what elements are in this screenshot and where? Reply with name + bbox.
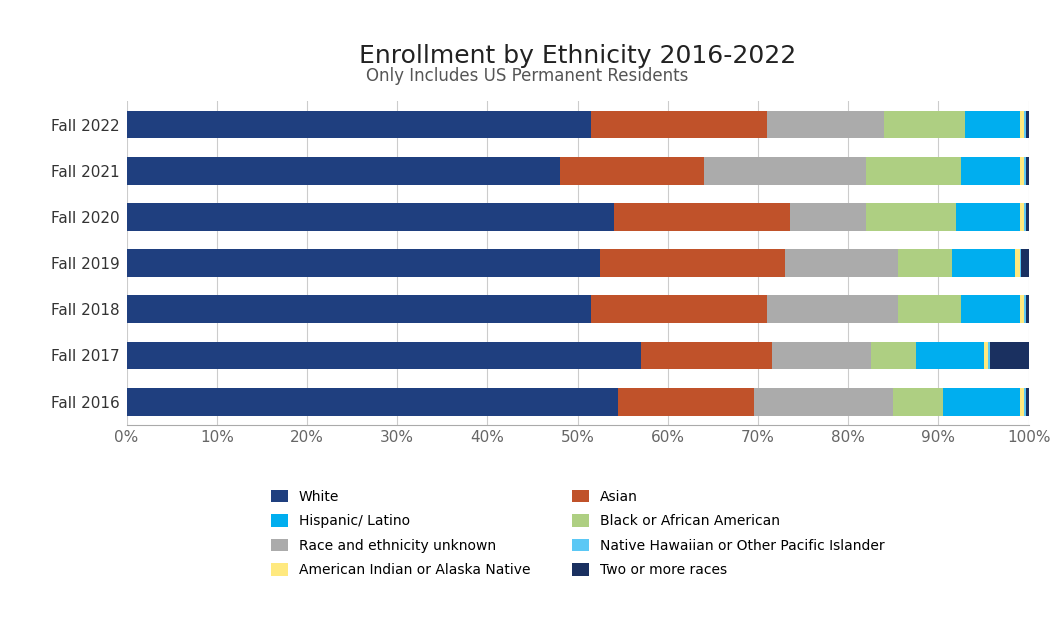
Bar [961,295,1019,323]
Title: Enrollment by Ethnicity 2016-2022: Enrollment by Ethnicity 2016-2022 [359,44,797,68]
Bar [916,342,983,370]
Bar [591,295,767,323]
Bar [1019,249,1021,277]
Bar [785,249,898,277]
Bar [957,203,1019,231]
Bar [1019,203,1024,231]
Bar [898,295,961,323]
Bar [127,157,559,184]
Bar [965,111,1019,138]
Bar [789,203,866,231]
Bar [127,111,591,138]
Bar [1025,157,1029,184]
Bar [1019,157,1024,184]
Bar [559,157,704,184]
Bar [127,249,600,277]
Bar [1025,203,1029,231]
Bar [1025,388,1029,415]
Bar [983,342,989,370]
Bar [771,342,870,370]
Bar [990,342,1029,370]
Bar [870,342,916,370]
Bar [767,111,884,138]
Bar [1024,157,1025,184]
Bar [961,157,1019,184]
Bar [1019,295,1024,323]
Bar [1024,388,1025,415]
Bar [600,249,785,277]
Bar [866,157,961,184]
Bar [943,388,1019,415]
Bar [1015,249,1019,277]
Bar [1021,249,1029,277]
Bar [884,111,965,138]
Bar [989,342,990,370]
Bar [1025,295,1029,323]
Bar [614,203,789,231]
Bar [866,203,957,231]
Legend: White, Hispanic/ Latino, Race and ethnicity unknown, American Indian or Alaska N: White, Hispanic/ Latino, Race and ethnic… [271,490,884,577]
Bar [704,157,866,184]
Bar [1024,203,1025,231]
Bar [127,388,618,415]
Bar [952,249,1015,277]
Text: Only Includes US Permanent Residents: Only Includes US Permanent Residents [366,67,689,84]
Bar [127,295,591,323]
Bar [618,388,753,415]
Bar [127,342,640,370]
Bar [591,111,767,138]
Bar [753,388,894,415]
Bar [767,295,898,323]
Bar [1024,295,1025,323]
Bar [1019,388,1024,415]
Bar [1025,111,1029,138]
Bar [894,388,943,415]
Bar [640,342,771,370]
Bar [1019,111,1024,138]
Bar [1024,111,1025,138]
Bar [898,249,952,277]
Bar [127,203,614,231]
